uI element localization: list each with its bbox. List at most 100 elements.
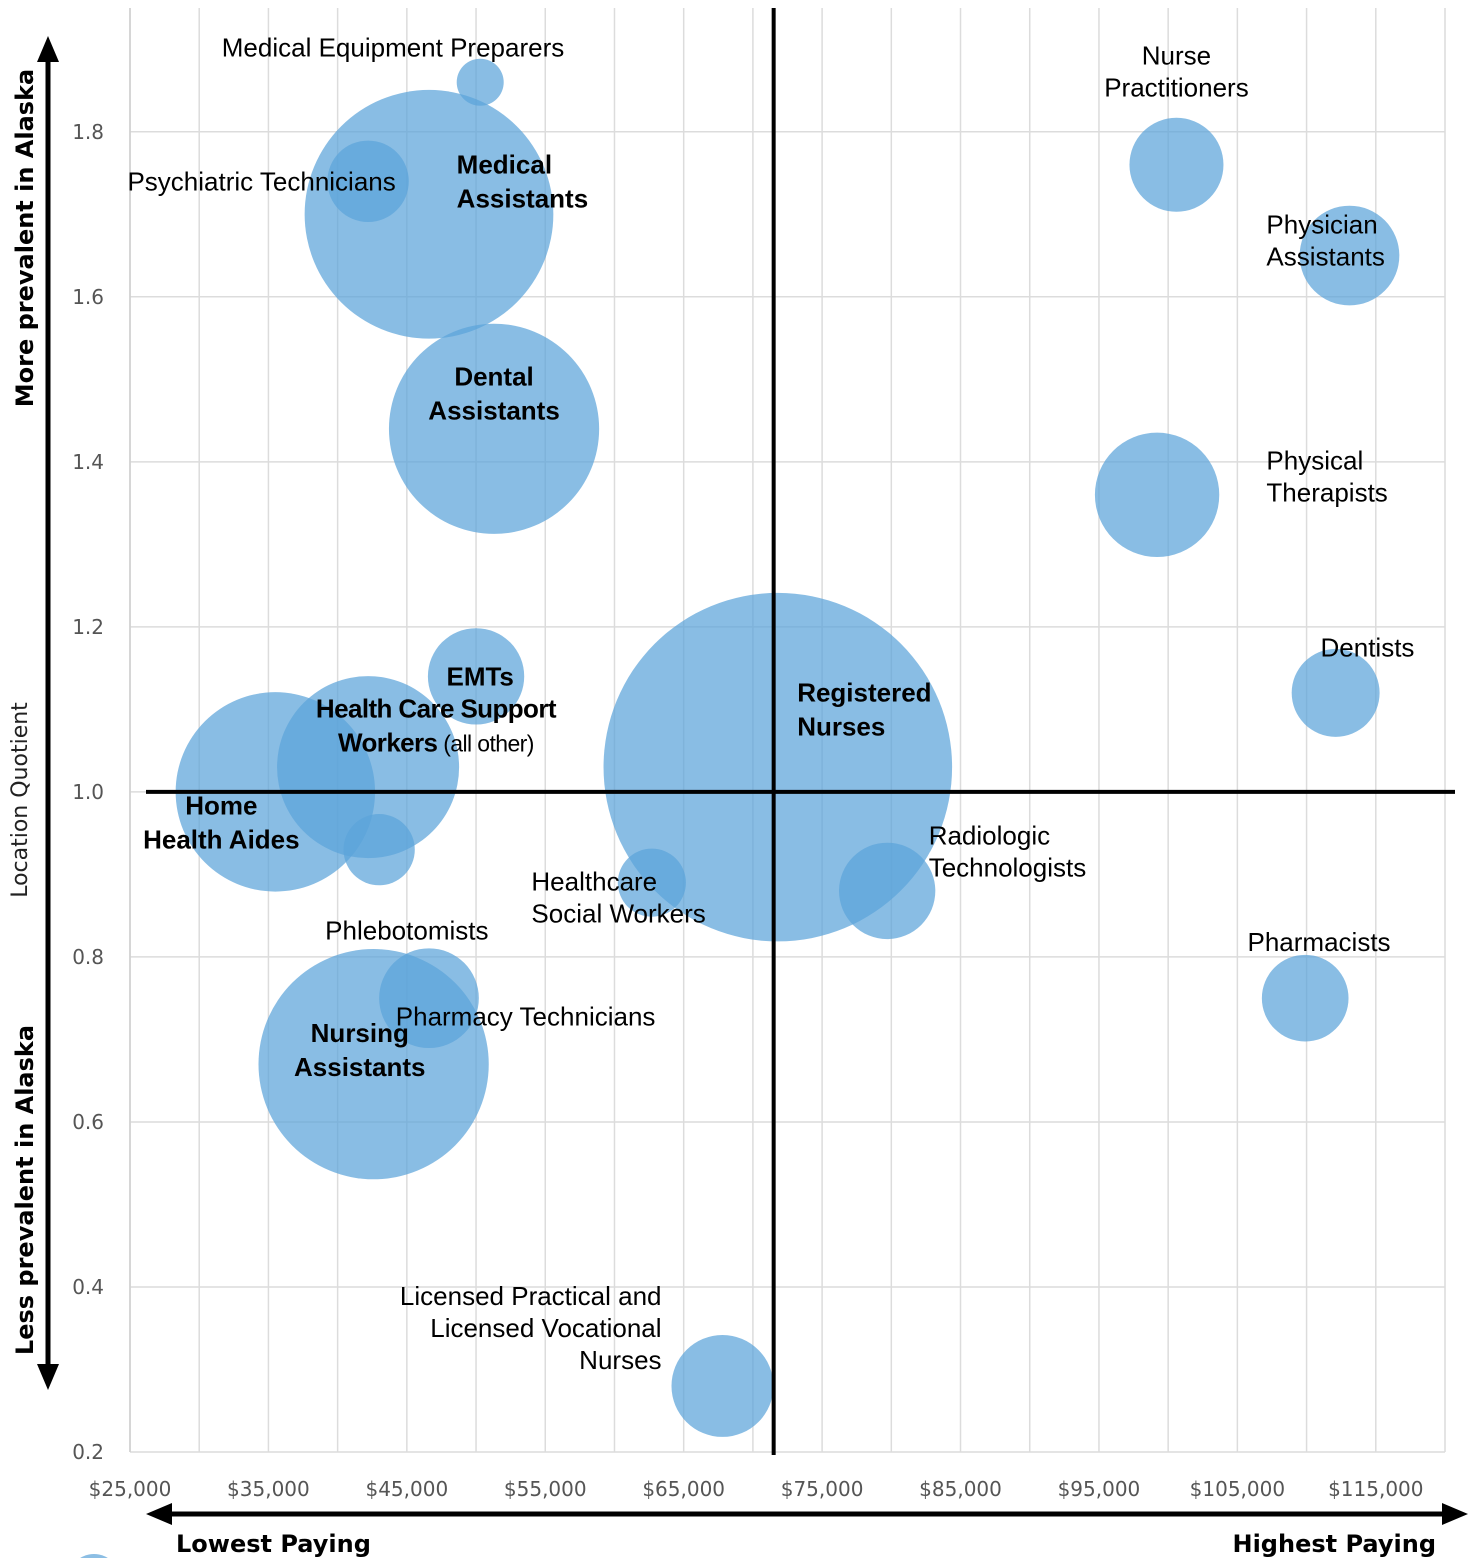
y-tick-label: 1.4: [72, 450, 104, 474]
label-line: Licensed Vocational: [430, 1313, 661, 1343]
label-psychiatric-technicians: Psychiatric Technicians: [127, 166, 395, 196]
label-line: Practitioners: [1104, 73, 1249, 103]
label-line: Nursing: [311, 1018, 409, 1048]
bubble-pharmacists: [1261, 954, 1349, 1042]
bubble-dental-assistants: [388, 323, 600, 534]
label-pharmacists: Pharmacists: [1248, 927, 1391, 957]
bubble-radiologic-technologists: [839, 842, 936, 940]
bubble-health-care-support-workers-all-other: [277, 676, 460, 859]
label-home-health-aides: Home Health Aides: [143, 790, 300, 854]
reference-lines: [146, 8, 1455, 1455]
bubble-labels: Medical Equipment Preparers Medical Assist…: [127, 33, 1414, 1376]
x-tick-label: $115,000: [1328, 1477, 1423, 1501]
x-tick-label: $65,000: [642, 1477, 725, 1501]
bubble-medical-assistants: [304, 89, 554, 339]
label-line: Assistants: [457, 183, 589, 213]
legend-bubble-partial: [80, 1554, 108, 1558]
label-registered-nurses: Registered Nurses: [797, 677, 931, 741]
y-tick-label: 0.6: [72, 1110, 104, 1134]
y-tick-label: 1.6: [72, 285, 104, 309]
label-line: Phlebotomists: [325, 916, 488, 946]
x-tick-label: $105,000: [1190, 1477, 1285, 1501]
label-nursing-assistants: Nursing Assistants: [294, 1018, 426, 1082]
bubble-healthcare-social-workers: [617, 848, 686, 917]
label-line: Radiologic: [929, 820, 1050, 850]
x-tick-label: $45,000: [365, 1477, 448, 1501]
label-line: (all other): [437, 731, 533, 757]
x-tick-labels: $25,000 $35,000 $45,000 $55,000 $65,000 $75,0…: [89, 1477, 1424, 1501]
bubble-licensed-practical-and-licensed-vocational-nurses: [671, 1335, 774, 1437]
label-line: Physical: [1266, 446, 1363, 476]
label-line: Medical: [457, 149, 552, 179]
label-line: Assistants: [1266, 242, 1385, 272]
x-tick-label: $35,000: [227, 1477, 310, 1501]
label-line: Psychiatric Technicians: [127, 166, 395, 196]
label-line: Health Aides: [143, 824, 300, 854]
y-axis-title: Location Quotient: [8, 702, 33, 898]
y-tick-labels: 0.2 0.4 0.6 0.8 1.0 1.2 1.4 1.6 1.8: [72, 120, 104, 1464]
label-physical-therapists: Physical Therapists: [1266, 446, 1387, 508]
x-tick-label: $25,000: [89, 1477, 172, 1501]
x-tick-label: $85,000: [919, 1477, 1002, 1501]
bubble-psychiatric-technicians: [327, 140, 409, 222]
label-line: Licensed Practical and: [400, 1281, 662, 1311]
y-tick-label: 1.2: [72, 615, 104, 639]
label-line: Technologists: [929, 852, 1087, 882]
label-line: Medical Equipment Preparers: [222, 33, 565, 63]
label-line: Dentists: [1321, 632, 1415, 662]
label-pharmacy-technicians: Pharmacy Technicians: [396, 1001, 656, 1031]
label-line: EMTs: [446, 661, 513, 691]
label-phlebotomists: Phlebotomists: [325, 916, 488, 946]
x-tick-label: $75,000: [781, 1477, 864, 1501]
label-medical-assistants: Medical Assistants: [457, 149, 589, 213]
label-healthcare-social-workers: Healthcare Social Workers: [531, 867, 705, 929]
x-arrow: [146, 1503, 1468, 1525]
label-radiologic-technologists: Radiologic Technologists: [929, 820, 1087, 882]
bubble-emts: [427, 628, 525, 725]
y-arrow-top-label: More prevalent in Alaska: [11, 69, 39, 408]
label-line: Registered: [797, 677, 931, 707]
label-line: Physician: [1266, 210, 1377, 240]
label-dental-assistants: Dental Assistants: [428, 361, 560, 425]
bubble-medical-equipment-preparers: [456, 58, 504, 106]
label-line: Nurses: [579, 1345, 661, 1375]
bubble-physician-assistants: [1299, 205, 1400, 306]
label-line: Home: [185, 790, 257, 820]
label-line: Nurse: [1142, 41, 1211, 71]
bubble-physical-therapists: [1094, 432, 1220, 558]
y-tick-label: 0.2: [72, 1440, 104, 1464]
label-emts: EMTs: [446, 661, 513, 691]
label-nurse-practitioners: Nurse Practitioners: [1104, 41, 1249, 103]
label-health-care-support-workers: Health Care Support Workers (all other): [316, 694, 557, 758]
label-line: Dental: [454, 361, 533, 391]
x-tick-label: $55,000: [504, 1477, 587, 1501]
label-line: Healthcare: [531, 867, 657, 897]
y-arrow: [37, 36, 59, 1390]
x-tick-label: $95,000: [1058, 1477, 1141, 1501]
label-licensed-practical-and-licensed-vocational-nurses: Licensed Practical and Licensed Vocationa…: [400, 1281, 662, 1375]
bubble-nursing-assistants: [258, 949, 489, 1180]
label-line: Assistants: [294, 1052, 426, 1082]
label-dentists: Dentists: [1321, 632, 1415, 662]
bubble-phlebotomists: [343, 814, 415, 886]
label-medical-equipment-preparers: Medical Equipment Preparers: [222, 33, 565, 63]
label-physician-assistants: Physician Assistants: [1266, 210, 1385, 272]
label-line: Pharmacists: [1248, 927, 1391, 957]
bubble-dentists: [1291, 648, 1380, 737]
bubble-nurse-practitioners: [1129, 117, 1224, 212]
bubbles: [175, 58, 1400, 1437]
y-tick-label: 0.8: [72, 945, 104, 969]
x-arrow-right-label: Highest Paying: [1232, 1530, 1436, 1558]
label-line: Pharmacy Technicians: [396, 1001, 656, 1031]
label-line: Therapists: [1266, 478, 1387, 508]
label-line: Workers: [338, 728, 438, 758]
label-line: Assistants: [428, 395, 560, 425]
label-line: Health Care Support: [316, 694, 557, 724]
y-tick-label: 1.8: [72, 120, 104, 144]
y-tick-label: 1.0: [72, 780, 104, 804]
label-line: Nurses: [797, 711, 885, 741]
x-arrow-left-label: Lowest Paying: [176, 1530, 371, 1558]
y-tick-label: 0.4: [72, 1275, 104, 1299]
label-line: Social Workers: [531, 899, 705, 929]
